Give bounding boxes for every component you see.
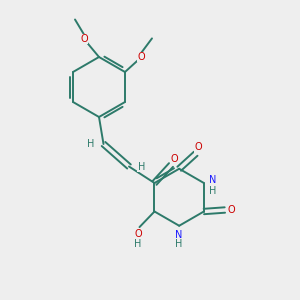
Text: O: O <box>80 34 88 44</box>
Text: H: H <box>87 139 94 149</box>
Text: N: N <box>176 230 183 240</box>
Text: O: O <box>170 154 178 164</box>
Text: H: H <box>134 238 142 249</box>
Text: O: O <box>228 205 235 215</box>
Text: H: H <box>176 239 183 249</box>
Text: O: O <box>134 229 142 239</box>
Text: N: N <box>209 175 217 185</box>
Text: O: O <box>195 142 202 152</box>
Text: H: H <box>209 186 217 197</box>
Text: H: H <box>138 161 145 172</box>
Text: O: O <box>138 52 145 62</box>
